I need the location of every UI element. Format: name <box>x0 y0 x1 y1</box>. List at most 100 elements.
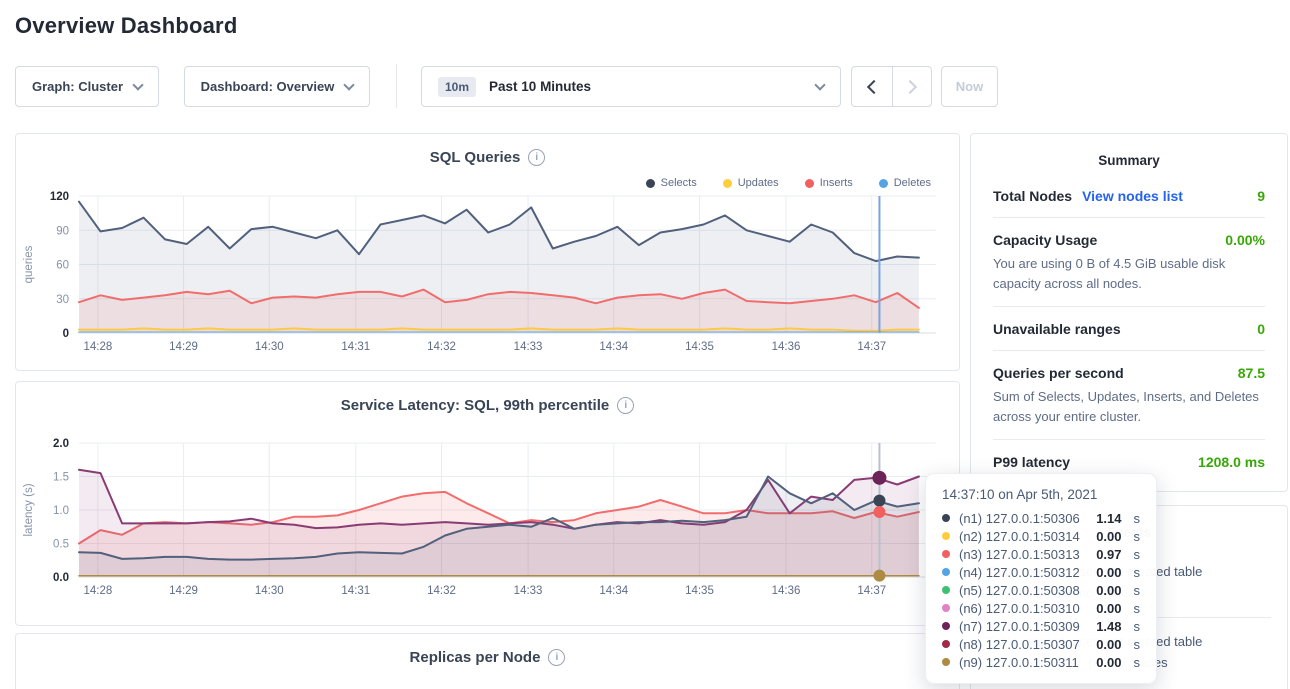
tooltip-node-value: 1.48 <box>1096 618 1122 634</box>
view-nodes-list-link[interactable]: View nodes list <box>1082 188 1183 204</box>
summary-row: Total Nodes View nodes list 9 <box>993 174 1265 218</box>
svg-text:14:34: 14:34 <box>599 585 628 597</box>
tooltip-node-address: (n7) 127.0.0.1:50309 <box>959 618 1080 634</box>
prev-time-button[interactable] <box>852 67 892 106</box>
summary-row-head: Total Nodes View nodes list 9 <box>993 188 1265 204</box>
svg-text:14:36: 14:36 <box>772 585 801 597</box>
graph-dropdown-label: Graph: Cluster <box>31 79 123 94</box>
tooltip-rows: (n1) 127.0.0.1:50306 1.14 s (n2) 127.0.0.1:… <box>942 509 1140 671</box>
tooltip-node-row: (n6) 127.0.0.1:50310 0.00 s <box>942 599 1140 617</box>
svg-text:14:37: 14:37 <box>857 585 886 597</box>
time-preset-badge: 10m <box>438 76 477 97</box>
svg-text:14:30: 14:30 <box>255 585 284 597</box>
legend-label: Deletes <box>893 177 931 189</box>
tooltip-node-unit: s <box>1133 636 1141 652</box>
legend-item-deletes[interactable]: Deletes <box>878 177 931 189</box>
svg-text:14:32: 14:32 <box>427 585 456 597</box>
tooltip-node-address: (n4) 127.0.0.1:50312 <box>959 564 1080 580</box>
next-time-button[interactable] <box>891 67 932 106</box>
legend-dot-icon <box>722 178 732 188</box>
node-color-dot-icon <box>942 604 950 612</box>
tooltip-node-row: (n8) 127.0.0.1:50307 0.00 s <box>942 635 1140 653</box>
summary-rows: Total Nodes View nodes list 9 Capacity Usag… <box>971 168 1287 483</box>
tooltip-node-address: (n6) 127.0.0.1:50310 <box>959 600 1080 616</box>
svg-text:14:33: 14:33 <box>514 585 543 597</box>
node-color-dot-icon <box>942 514 950 522</box>
tooltip-node-address: (n8) 127.0.0.1:50307 <box>959 636 1080 652</box>
replicas-per-node-card: Replicas per Node i <box>15 633 960 689</box>
tooltip-node-row: (n3) 127.0.0.1:50313 0.97 s <box>942 545 1140 563</box>
tooltip-node-unit: s <box>1133 654 1141 670</box>
tooltip-node-value: 0.00 <box>1096 600 1122 616</box>
node-color-dot-icon <box>942 622 950 630</box>
tooltip-node-address: (n9) 127.0.0.1:50311 <box>959 654 1079 670</box>
tooltip-timestamp: 14:37:10 on Apr 5th, 2021 <box>942 487 1098 502</box>
dashboard-dropdown[interactable]: Dashboard: Overview <box>184 66 370 107</box>
sql-queries-chart[interactable]: 0 30 60 90 120 14:28 14:29 14:30 14:31 14:32 14:33… <box>16 191 961 364</box>
tooltip-node-value: 1.14 <box>1096 510 1122 526</box>
legend-label: Inserts <box>819 177 853 189</box>
summary-row-value: 0.00% <box>1225 232 1265 248</box>
page-title: Overview Dashboard <box>15 13 238 38</box>
summary-row-value: 1208.0 ms <box>1198 454 1265 470</box>
info-icon[interactable]: i <box>528 149 546 166</box>
sql-queries-chart-title: SQL Queries <box>429 149 521 166</box>
latency-tooltip: 14:37:10 on Apr 5th, 2021 (n1) 127.0.0.1… <box>925 473 1157 684</box>
svg-text:1.0: 1.0 <box>53 505 69 517</box>
legend-item-selects[interactable]: Selects <box>645 177 697 189</box>
svg-text:30: 30 <box>56 294 69 306</box>
service-latency-chart[interactable]: 0.0 0.5 1.0 1.5 2.0 14:28 14:29 14:30 14:31 14:32… <box>16 438 961 611</box>
node-color-dot-icon <box>942 550 950 558</box>
graph-dropdown[interactable]: Graph: Cluster <box>15 66 159 107</box>
svg-text:14:31: 14:31 <box>341 585 370 597</box>
node-color-dot-icon <box>942 586 950 594</box>
summary-row-value: 87.5 <box>1237 365 1265 381</box>
summary-row: Queries per second 87.5 Sum of Selects, Up… <box>993 351 1265 440</box>
summary-row-head: Unavailable ranges 0 <box>993 321 1265 337</box>
info-icon[interactable]: i <box>548 649 566 666</box>
legend-item-inserts[interactable]: Inserts <box>804 177 853 189</box>
service-latency-chart-title: Service Latency: SQL, 99th percentile <box>340 397 610 414</box>
svg-text:14:31: 14:31 <box>341 341 370 353</box>
tooltip-node-unit: s <box>1133 582 1141 598</box>
tooltip-node-value: 0.00 <box>1096 636 1122 652</box>
tooltip-node-value: 0.00 <box>1096 528 1122 544</box>
time-range-label: Past 10 Minutes <box>489 79 592 94</box>
svg-text:14:33: 14:33 <box>514 341 543 353</box>
svg-text:14:32: 14:32 <box>427 341 456 353</box>
time-range-dropdown[interactable]: 10m Past 10 Minutes <box>421 66 841 107</box>
now-button[interactable]: Now <box>941 66 998 107</box>
summary-row-label: P99 latency <box>993 454 1071 470</box>
info-icon[interactable]: i <box>617 397 635 414</box>
svg-text:90: 90 <box>56 225 69 237</box>
summary-row: Capacity Usage 0.00% You are using 0 B of … <box>993 218 1265 307</box>
summary-row: Unavailable ranges 0 <box>993 307 1265 351</box>
tooltip-node-unit: s <box>1133 546 1141 562</box>
svg-text:2.0: 2.0 <box>53 438 69 450</box>
svg-text:14:29: 14:29 <box>169 341 198 353</box>
dashboard-dropdown-label: Dashboard: Overview <box>200 79 335 94</box>
chevron-down-icon <box>132 78 144 91</box>
legend-label: Updates <box>737 177 779 189</box>
chevron-down-icon <box>814 78 826 91</box>
tooltip-node-value: 0.00 <box>1096 564 1122 580</box>
tooltip-node-unit: s <box>1133 600 1141 616</box>
node-color-dot-icon <box>942 568 950 576</box>
chevron-left-icon <box>866 79 881 94</box>
tooltip-node-row: (n9) 127.0.0.1:50311 0.00 s <box>942 653 1140 671</box>
tooltip-node-row: (n5) 127.0.0.1:50308 0.00 s <box>942 581 1140 599</box>
svg-text:14:37: 14:37 <box>857 341 886 353</box>
svg-text:14:36: 14:36 <box>772 341 801 353</box>
tooltip-node-unit: s <box>1133 510 1141 526</box>
node-color-dot-icon <box>942 658 950 666</box>
sql-queries-legend: Selects Updates Inserts Deletes <box>645 177 931 189</box>
tooltip-node-address: (n5) 127.0.0.1:50308 <box>959 582 1080 598</box>
svg-text:0.0: 0.0 <box>53 572 69 584</box>
summary-row-value: 0 <box>1257 321 1265 337</box>
sql-queries-card: SQL Queries i Selects Updates Inserts Delet… <box>15 133 960 371</box>
svg-text:14:35: 14:35 <box>685 341 714 353</box>
legend-item-updates[interactable]: Updates <box>722 177 779 189</box>
summary-row-head: P99 latency 1208.0 ms <box>993 454 1265 470</box>
legend-dot-icon <box>645 178 655 188</box>
chevron-right-icon <box>902 79 917 94</box>
